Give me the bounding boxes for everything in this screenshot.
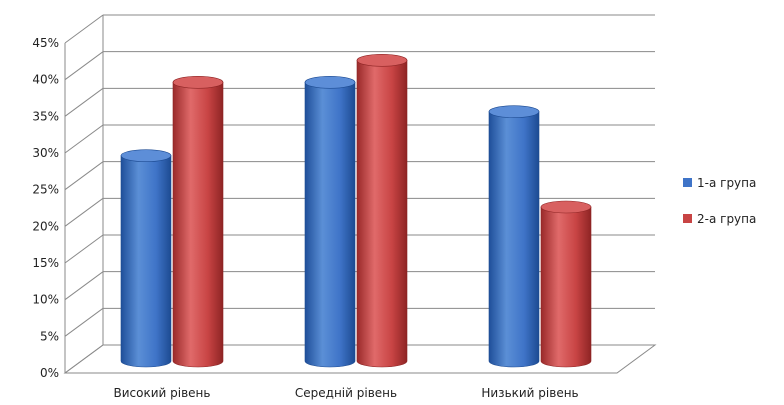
- x-category-label: Високий рівень: [114, 386, 211, 400]
- y-tick-label: 40%: [32, 73, 59, 87]
- y-tick-label: 25%: [32, 183, 59, 197]
- x-category-label: Середній рівень: [295, 386, 397, 400]
- gridline-wall: [64, 307, 104, 337]
- x-category-label: Низький рівень: [481, 386, 578, 400]
- gridline-wall: [64, 344, 104, 374]
- y-tick-label: 35%: [32, 109, 59, 123]
- bar-body: [172, 82, 224, 368]
- bar-top: [356, 54, 408, 67]
- bar: [540, 200, 592, 368]
- y-tick-label: 5%: [40, 329, 59, 343]
- bar-top: [304, 76, 356, 89]
- bar: [172, 76, 224, 368]
- y-tick-label: 15%: [32, 256, 59, 270]
- y-tick-label: 10%: [32, 293, 59, 307]
- legend-swatch: [683, 178, 692, 187]
- bar-body: [356, 60, 408, 368]
- gridline-wall: [64, 271, 104, 301]
- legend-swatch: [683, 214, 692, 223]
- gridline-wall: [64, 87, 104, 117]
- bar-top: [120, 149, 172, 162]
- legend: 1-а група 2-а група: [683, 176, 756, 226]
- bar: [120, 149, 172, 368]
- bar: [356, 54, 408, 368]
- y-tick-label: 0%: [40, 366, 59, 380]
- gridline-wall: [64, 14, 104, 44]
- gridline-wall: [64, 161, 104, 191]
- bar-body: [304, 82, 356, 368]
- bar: [488, 105, 540, 368]
- y-tick-label: 30%: [32, 146, 59, 160]
- bar-body: [120, 155, 172, 368]
- bar-top: [540, 200, 592, 214]
- gridline-wall: [64, 51, 104, 81]
- bars: [120, 54, 592, 368]
- bar-body: [540, 206, 592, 368]
- y-tick-label: 45%: [32, 36, 59, 50]
- legend-label: 1-а група: [697, 176, 756, 190]
- bar-top: [488, 105, 540, 118]
- bar: [304, 76, 356, 368]
- x-axis-labels: Високий рівень Середній рівень Низький рів…: [114, 386, 579, 400]
- y-tick-label: 20%: [32, 219, 59, 233]
- gridline-wall: [64, 234, 104, 264]
- bar-body: [488, 111, 540, 368]
- legend-label: 2-а група: [697, 212, 756, 226]
- y-axis-ticks: 0% 5% 10% 15% 20% 25% 30% 35% 40% 45%: [32, 36, 59, 380]
- bar-top: [172, 76, 224, 89]
- gridline-wall: [64, 124, 104, 154]
- gridline-wall: [64, 197, 104, 227]
